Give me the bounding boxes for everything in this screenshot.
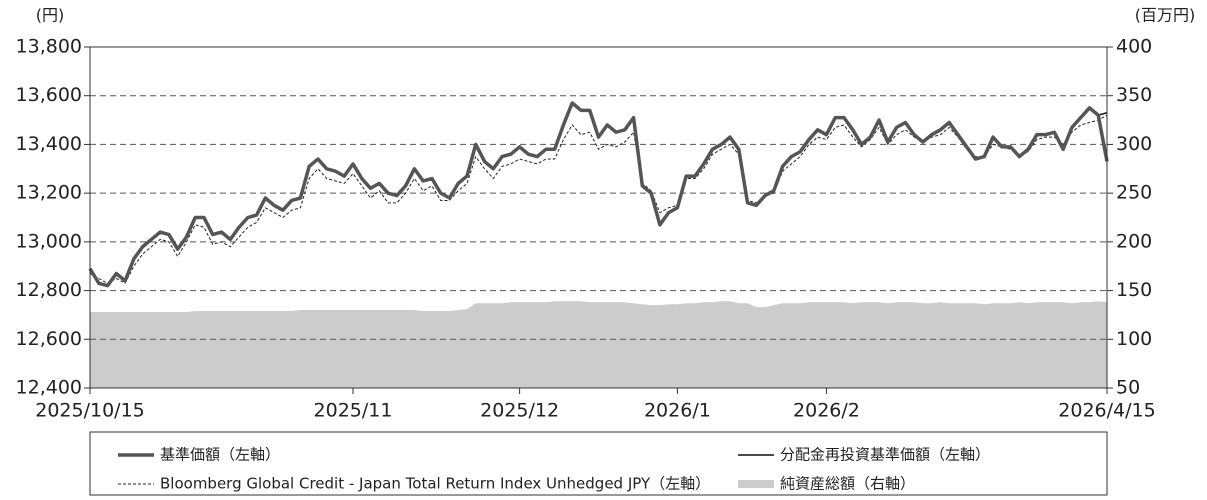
x-tick-label: 2025/11 — [314, 400, 393, 422]
x-tick-label: 2026/2 — [793, 400, 860, 422]
y2-tick-label: 350 — [1116, 84, 1152, 106]
line-series — [89, 114, 1108, 284]
y-tick-label: 13,400 — [16, 133, 82, 155]
y-tick-label: 12,600 — [16, 328, 82, 350]
y-tick-label: 13,200 — [16, 182, 82, 204]
y-tick-label: 13,800 — [16, 36, 82, 58]
x-tick-label: 2026/4/15 — [1058, 400, 1155, 422]
y-tick-label: 13,000 — [16, 230, 82, 252]
y2-tick-label: 250 — [1116, 182, 1152, 204]
x-tick-label: 2026/1 — [644, 400, 711, 422]
x-tick-label: 2025/12 — [480, 400, 559, 422]
line-series — [88, 101, 1109, 288]
y2-tick-label: 50 — [1116, 377, 1140, 399]
legend-label: 分配金再投資基準価額（左軸） — [780, 446, 990, 464]
legend-box — [89, 431, 1108, 496]
legend-label: 基準価額（左軸） — [160, 446, 280, 464]
area — [90, 301, 1107, 388]
y-tick-label: 12,800 — [16, 279, 82, 301]
plot-frame — [89, 46, 1108, 389]
legend-swatch — [738, 480, 774, 488]
y2-tick-label: 400 — [1116, 36, 1152, 58]
y2-unit: (百万円) — [1135, 6, 1196, 25]
x-tick-label: 2025/10/15 — [35, 400, 145, 422]
y2-tick-label: 100 — [1116, 328, 1152, 350]
y-unit: (円) — [36, 6, 65, 25]
legend-label: 純資産総額（右軸） — [780, 475, 915, 493]
y2-tick-label: 200 — [1116, 230, 1152, 252]
legend-label: Bloomberg Global Credit - Japan Total Re… — [160, 475, 710, 493]
y-tick-label: 12,400 — [16, 377, 82, 399]
y2-tick-label: 300 — [1116, 133, 1152, 155]
y2-tick-label: 150 — [1116, 279, 1152, 301]
y-tick-label: 13,600 — [16, 84, 82, 106]
